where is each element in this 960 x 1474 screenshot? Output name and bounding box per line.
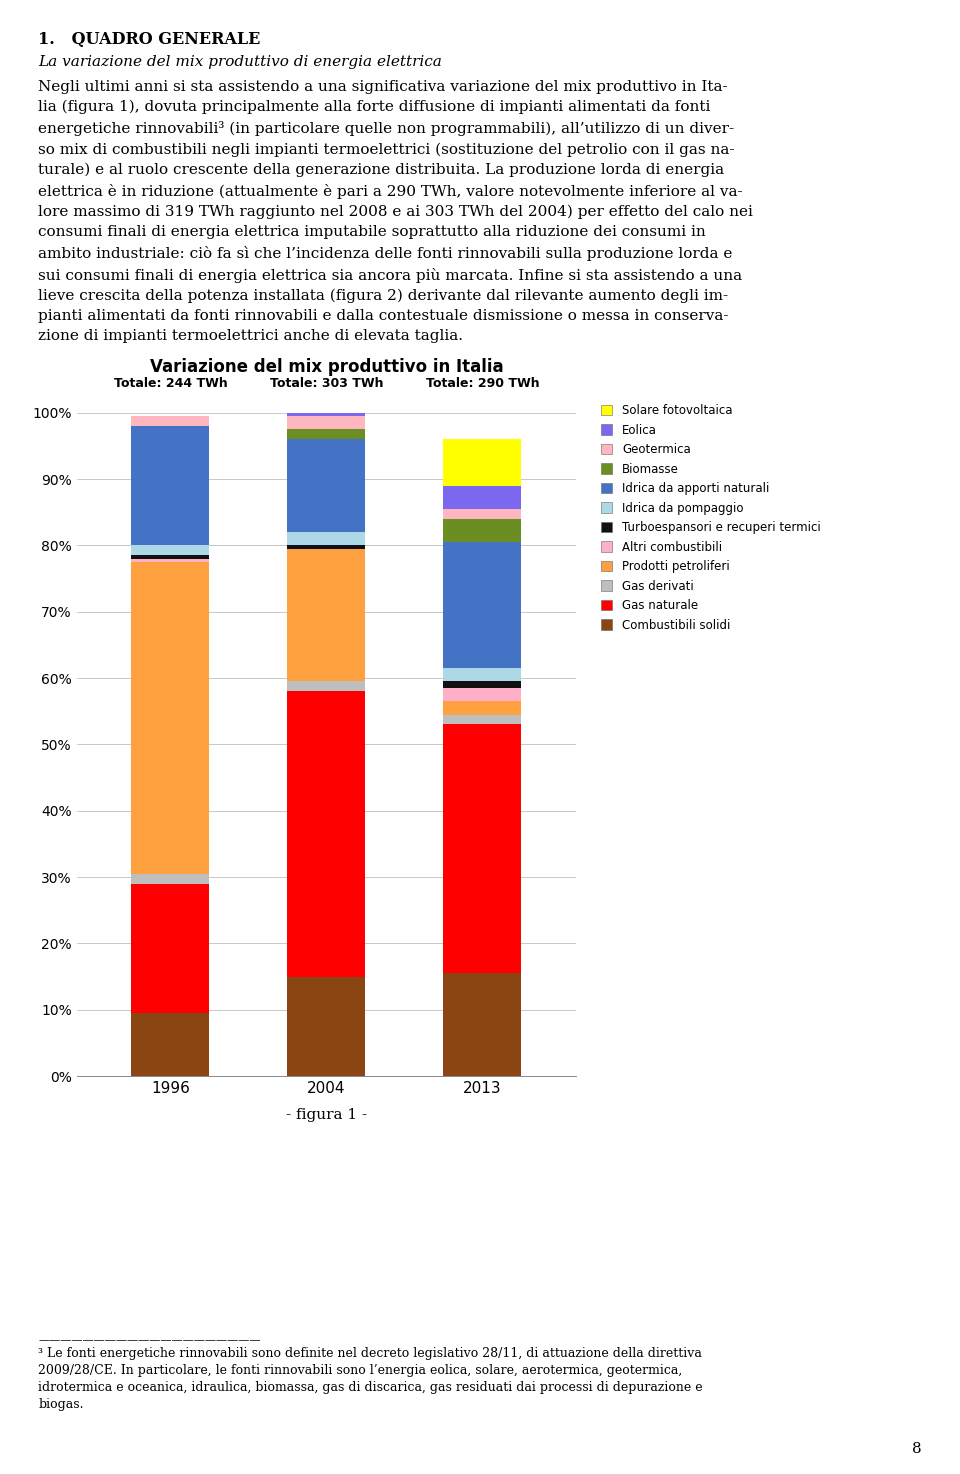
Bar: [444, 702, 521, 715]
Bar: [132, 545, 209, 556]
Bar: [132, 884, 209, 1013]
Text: La variazione del mix produttivo di energia elettrica: La variazione del mix produttivo di ener…: [38, 55, 443, 68]
Bar: [287, 545, 366, 548]
Text: Totale: 303 TWh: Totale: 303 TWh: [270, 376, 383, 389]
Text: - figura 1 -: - figura 1 -: [286, 1108, 367, 1122]
Bar: [444, 509, 521, 519]
Bar: [132, 416, 209, 426]
Text: 1.   QUADRO GENERALE: 1. QUADRO GENERALE: [38, 31, 261, 49]
Bar: [287, 977, 366, 1076]
Bar: [287, 548, 366, 681]
Text: ————————————————————: ————————————————————: [38, 1335, 261, 1346]
Bar: [132, 426, 209, 545]
Text: 8: 8: [912, 1443, 922, 1456]
Bar: [287, 681, 366, 691]
Text: Variazione del mix produttivo in Italia: Variazione del mix produttivo in Italia: [150, 358, 503, 376]
Bar: [132, 556, 209, 559]
Bar: [132, 559, 209, 562]
Bar: [132, 1013, 209, 1076]
Bar: [287, 439, 366, 532]
Bar: [287, 532, 366, 545]
Bar: [444, 519, 521, 542]
Bar: [287, 429, 366, 439]
Bar: [444, 688, 521, 702]
Bar: [287, 691, 366, 977]
Bar: [132, 562, 209, 874]
Text: Totale: 290 TWh: Totale: 290 TWh: [425, 376, 540, 389]
Bar: [287, 413, 366, 416]
Text: Totale: 244 TWh: Totale: 244 TWh: [113, 376, 228, 389]
Bar: [444, 725, 521, 973]
Bar: [444, 681, 521, 688]
Bar: [444, 715, 521, 725]
Bar: [444, 973, 521, 1076]
Bar: [132, 874, 209, 884]
Bar: [444, 486, 521, 509]
Bar: [444, 542, 521, 668]
Legend: Solare fotovoltaica, Eolica, Geotermica, Biomasse, Idrica da apporti naturali, I: Solare fotovoltaica, Eolica, Geotermica,…: [596, 399, 826, 637]
Bar: [444, 439, 521, 486]
Bar: [287, 416, 366, 429]
Text: ³ Le fonti energetiche rinnovabili sono definite nel decreto legislativo 28/11, : ³ Le fonti energetiche rinnovabili sono …: [38, 1347, 703, 1411]
Text: Negli ultimi anni si sta assistendo a una significativa variazione del mix produ: Negli ultimi anni si sta assistendo a un…: [38, 80, 754, 343]
Bar: [444, 668, 521, 681]
